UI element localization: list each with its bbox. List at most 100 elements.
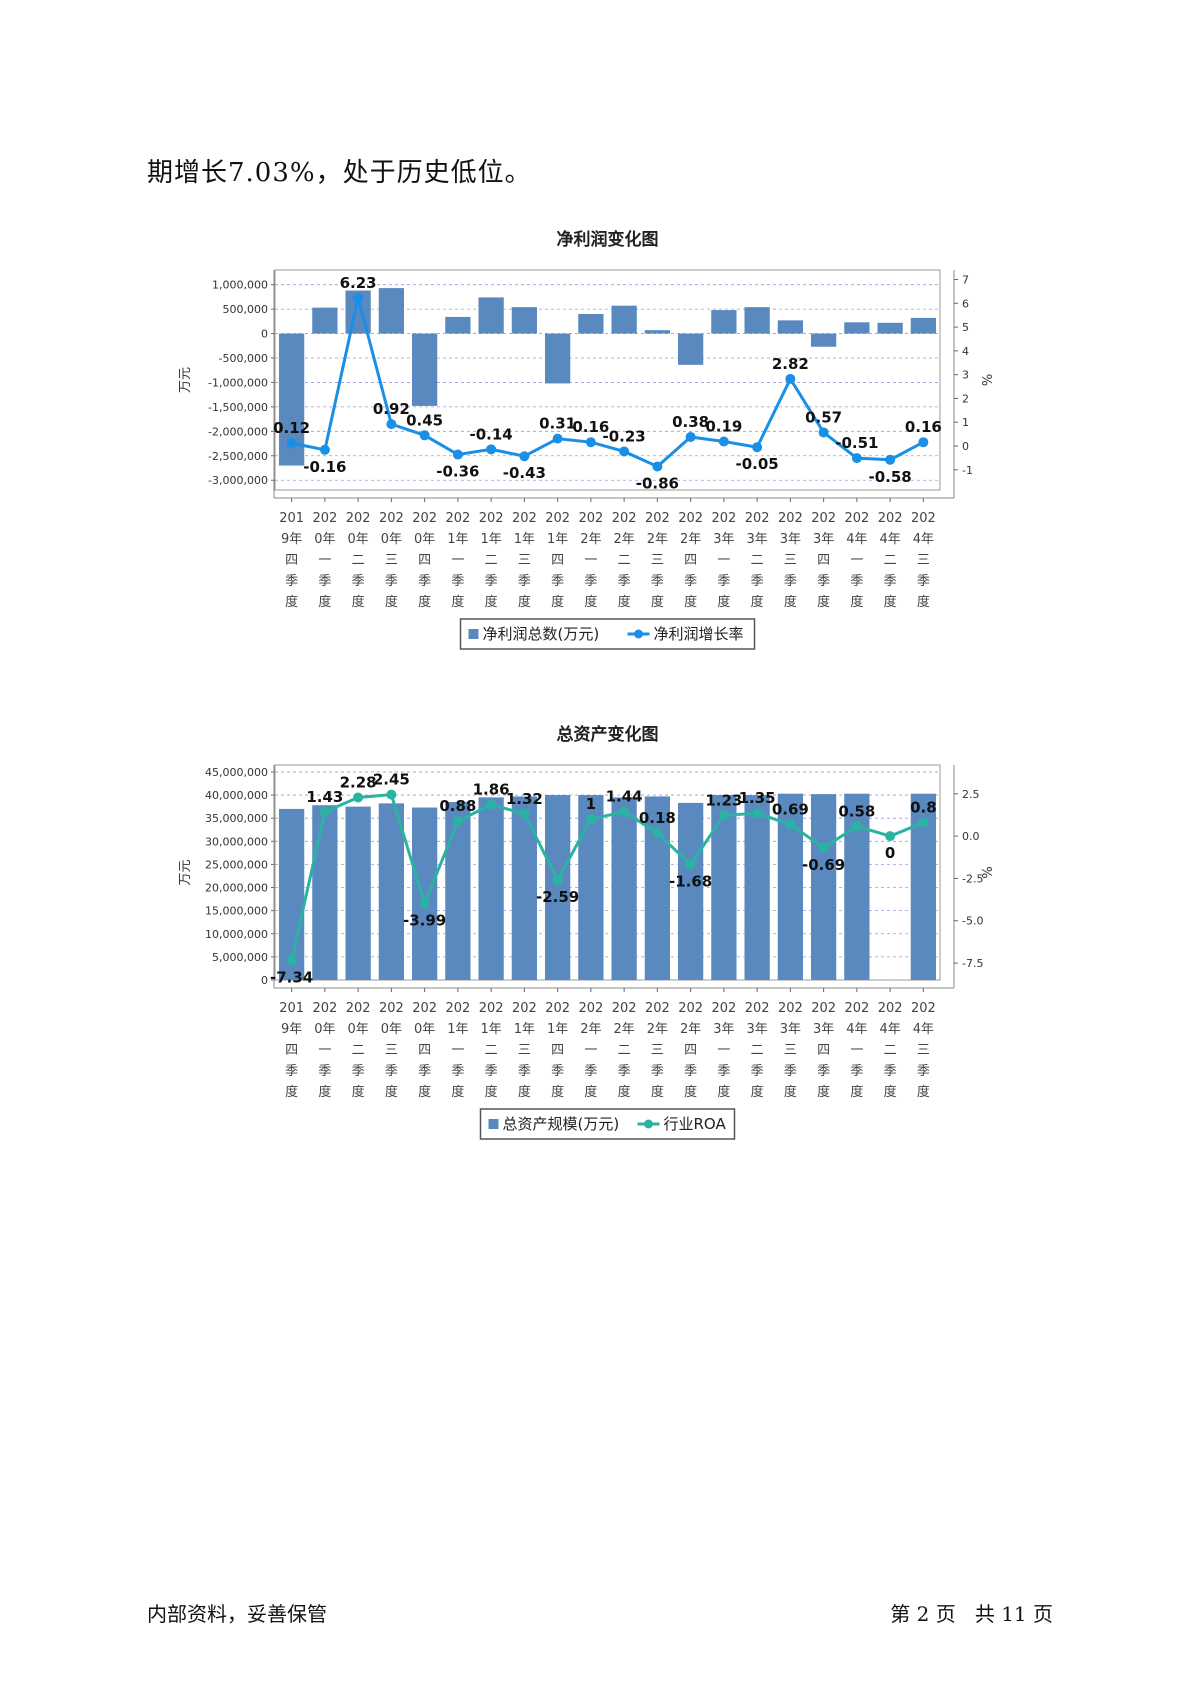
x-tick-label: 四 [551, 1043, 564, 1058]
x-tick-label: 季 [584, 574, 597, 589]
x-tick-label: 度 [584, 594, 597, 610]
line-point [452, 449, 463, 460]
point-label: 0.58 [838, 802, 875, 820]
line-point [718, 436, 729, 447]
bar [312, 307, 338, 334]
footer-confidential: 内部资料，妥善保管 [147, 1602, 327, 1626]
x-tick-label: 度 [418, 594, 431, 610]
x-tick-label: 0年 [347, 1022, 368, 1037]
x-tick-label: 季 [717, 1064, 730, 1079]
y-tick-label: -1,000,000 [208, 376, 268, 389]
y-tick-label: 25,000,000 [205, 858, 268, 871]
x-tick-label: 202 [512, 1001, 537, 1016]
net-profit-chart: 净利润变化图 1,000,000 500,000 0 -500,000 -1,000,00… [0, 225, 1191, 675]
y2-tick-label: 5 [962, 321, 969, 334]
x-tick-label: 度 [418, 1084, 431, 1100]
legend: 总资产规模(万元) 行业ROA [479, 1108, 736, 1140]
x-tick-label: 202 [412, 511, 437, 526]
line-point [353, 792, 364, 803]
x-tick-label: 四 [817, 1043, 830, 1058]
x-tick-label: 202 [711, 1001, 736, 1016]
bar [411, 333, 438, 406]
y2-tick-label: 7 [962, 274, 969, 287]
x-tick-label: 一 [717, 553, 730, 568]
point-label: 0.16 [572, 418, 609, 436]
x-tick-label: 度 [751, 594, 764, 610]
x-tick-label: 季 [318, 1064, 331, 1079]
point-label: 1.43 [306, 788, 343, 806]
x-tick-label: 202 [778, 511, 803, 526]
bar [711, 795, 737, 980]
x-tick-label: 度 [318, 594, 331, 610]
x-tick-label: 度 [917, 1084, 930, 1100]
bar [511, 307, 538, 334]
bar [578, 795, 604, 980]
x-tick-label: 一 [850, 553, 863, 568]
x-tick-label: 202 [379, 1001, 404, 1016]
x-tick-label: 202 [645, 1001, 670, 1016]
x-tick-label: 二 [884, 1043, 897, 1058]
x-tick-label: 202 [346, 1001, 371, 1016]
y-axis-label: 万元 [178, 859, 193, 885]
point-label: -0.86 [636, 474, 679, 492]
footer-page-mid: 页 共 [935, 1602, 995, 1626]
x-tick-label: 201 [279, 511, 304, 526]
y2-tick-label: 3 [962, 369, 969, 382]
x-tick-label: 2年 [613, 532, 634, 547]
x-tick-label: 四 [817, 553, 830, 568]
y2-tick-label: -7.5 [962, 957, 983, 970]
x-tick-label: 202 [678, 1001, 703, 1016]
x-tick-label: 202 [811, 511, 836, 526]
bar [711, 310, 737, 334]
x-tick-label: 4年 [879, 532, 900, 547]
x-tick-label: 季 [884, 574, 897, 589]
line-point [619, 806, 630, 817]
x-tick-label: 2年 [647, 1022, 668, 1037]
bar [478, 297, 504, 334]
x-tick-label: 3年 [780, 532, 801, 547]
x-tick-label: 季 [618, 574, 631, 589]
x-tick-label: 202 [844, 1001, 869, 1016]
bar [378, 803, 405, 980]
x-tick-label: 季 [551, 574, 564, 589]
x-tick-label: 二 [618, 1043, 631, 1058]
x-tick-label: 四 [684, 553, 697, 568]
x-tick-label: 202 [811, 1001, 836, 1016]
x-tick-label: 一 [717, 1043, 730, 1058]
point-label: 6.23 [340, 274, 377, 292]
legend-line-label: 净利润增长率 [654, 625, 744, 643]
bar [744, 795, 770, 980]
x-tick-label: 202 [911, 511, 936, 526]
x-tick-label: 202 [678, 511, 703, 526]
x-tick-label: 一 [318, 1043, 331, 1058]
x-tick-label: 度 [684, 594, 697, 610]
x-tick-label: 季 [784, 574, 797, 589]
x-tick-label: 一 [318, 553, 331, 568]
line-point [785, 373, 796, 384]
bar [544, 333, 571, 384]
point-label: 0 [885, 844, 895, 862]
x-tick-label: 季 [385, 574, 398, 589]
x-tick-label: 2年 [580, 532, 601, 547]
bar [611, 797, 637, 980]
x-tick-label: 季 [684, 1064, 697, 1079]
y-tick-label: 1,000,000 [212, 279, 268, 292]
total-assets-chart: 总资产变化图 45,000,000 40,000,000 35,000,000 30,0… [0, 720, 1191, 1170]
line-point [851, 821, 862, 832]
y-tick-label: -2,000,000 [208, 425, 268, 438]
x-tick-label: 季 [352, 574, 365, 589]
point-label: -0.14 [470, 425, 513, 443]
y2-tick-label: 0.0 [962, 830, 980, 843]
x-tick-label: 1年 [447, 1022, 468, 1037]
x-tick-label: 1年 [547, 1022, 568, 1037]
x-tick-label: 3年 [746, 532, 767, 547]
footer-page-suffix: 页 [1033, 1602, 1053, 1626]
bar [345, 806, 371, 980]
point-label: -0.51 [835, 434, 878, 452]
bar [677, 802, 704, 980]
x-tick-label: 三 [917, 1043, 930, 1058]
x-tick-label: 202 [745, 1001, 770, 1016]
x-tick-label: 度 [651, 594, 664, 610]
line-point [752, 442, 763, 453]
x-tick-label: 三 [784, 553, 797, 568]
